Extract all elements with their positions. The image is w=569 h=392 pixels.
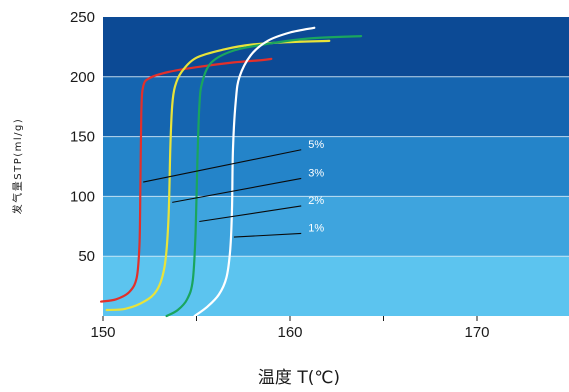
annotation-leader-2pct xyxy=(199,205,302,223)
band-1 xyxy=(103,196,569,257)
band-0 xyxy=(103,256,569,316)
series-curves xyxy=(100,26,363,318)
series-line-1pct xyxy=(193,26,316,318)
annotation-leader-1pct xyxy=(233,232,302,238)
annotations: 5% 3% 2% 1% xyxy=(143,139,324,238)
band-4 xyxy=(103,17,569,77)
x-axis: 150 160 170 xyxy=(90,316,490,341)
band-2 xyxy=(103,136,569,197)
annotation-label-1pct: 1% xyxy=(308,222,324,234)
y-tick-label-100: 100 xyxy=(70,188,95,205)
y-tick-label-250: 250 xyxy=(70,9,95,26)
x-tick-label-170: 170 xyxy=(464,324,489,341)
annotation-label-2pct: 2% xyxy=(308,195,324,207)
annotation-leader-5pct xyxy=(143,149,302,183)
series-line-5pct xyxy=(100,57,273,303)
background-bands xyxy=(103,17,569,316)
y-axis: 50 100 150 200 250 xyxy=(70,9,95,265)
annotation-label-3pct: 3% xyxy=(308,167,324,179)
x-tick-label-150: 150 xyxy=(90,324,115,341)
y-tick-label-50: 50 xyxy=(78,248,95,265)
x-axis-title: 温度 T(℃) xyxy=(258,368,340,388)
series-line-3pct xyxy=(105,39,331,312)
x-tick-label-160: 160 xyxy=(277,324,302,341)
annotation-label-5pct: 5% xyxy=(308,139,324,151)
series-line-2pct xyxy=(165,35,363,318)
annotation-leader-3pct xyxy=(172,177,302,203)
y-axis-title: 发气量STP(ml/g) xyxy=(11,118,24,215)
y-tick-label-150: 150 xyxy=(70,129,95,146)
grid-lines xyxy=(103,76,569,257)
y-tick-label-200: 200 xyxy=(70,69,95,86)
band-3 xyxy=(103,76,569,137)
